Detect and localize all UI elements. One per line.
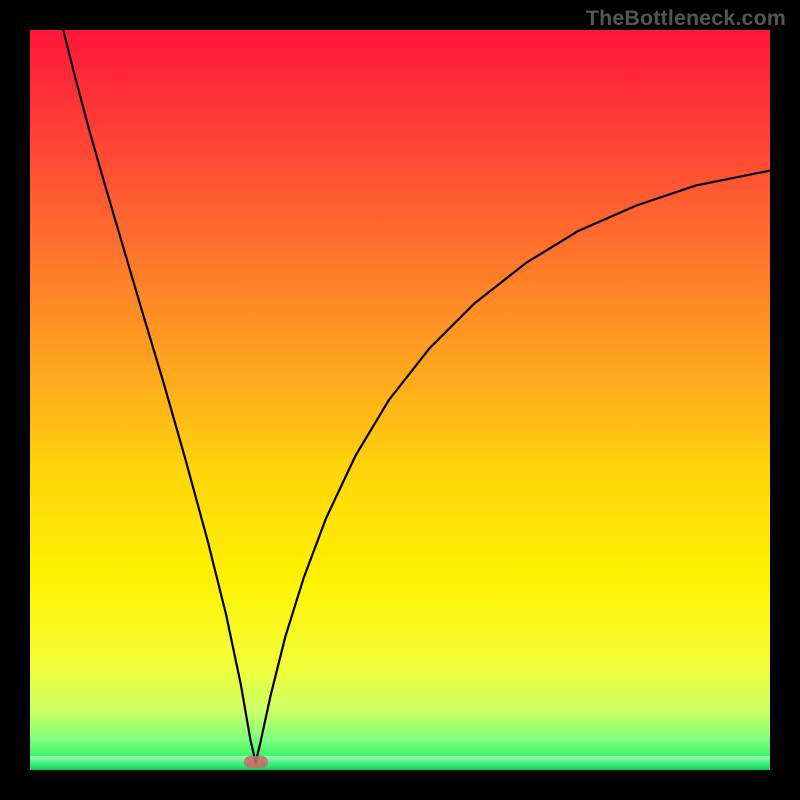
min-marker bbox=[244, 756, 268, 768]
plot-area bbox=[30, 30, 770, 770]
watermark-text: TheBottleneck.com bbox=[586, 6, 786, 31]
v-curve-path bbox=[63, 30, 770, 763]
curve-svg bbox=[30, 30, 770, 770]
chart-frame: TheBottleneck.com bbox=[0, 0, 800, 800]
